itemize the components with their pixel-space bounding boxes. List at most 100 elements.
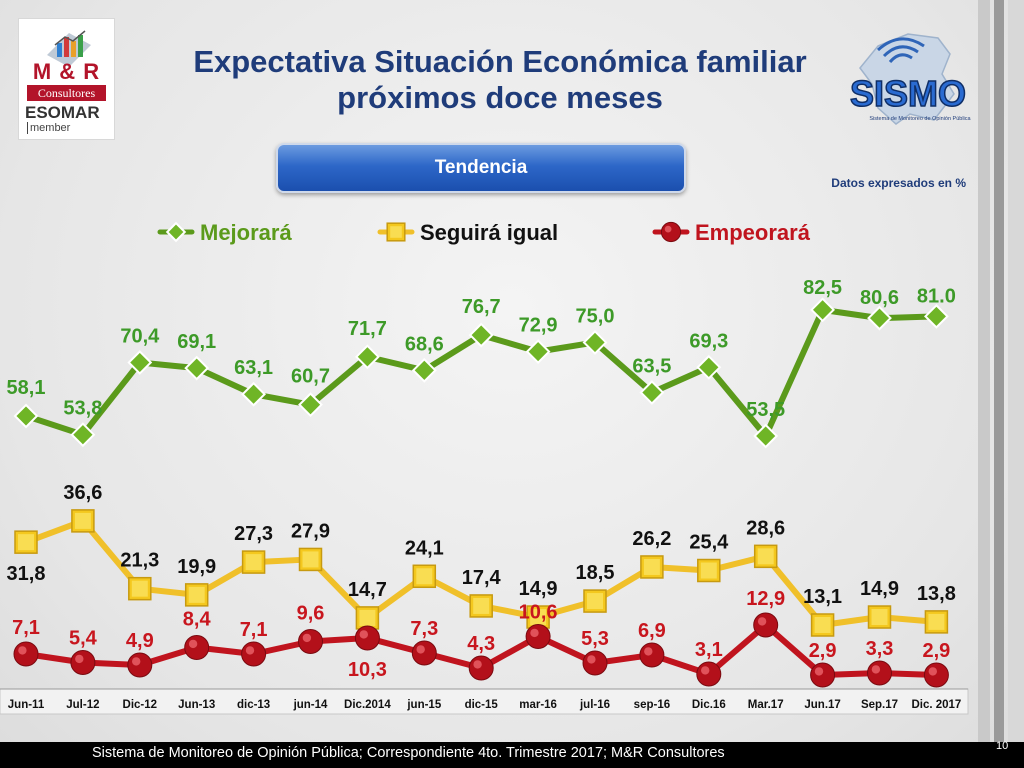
- data-label-empeorara: 7,1: [240, 619, 268, 641]
- legend-item-seguira-igual: Seguirá igual: [377, 220, 558, 245]
- data-label-mejorara: 58,1: [7, 377, 46, 399]
- point-highlight: [302, 551, 319, 568]
- data-label-seguira-igual: 14,9: [519, 578, 558, 600]
- data-label-mejorara: 60,7: [291, 366, 330, 388]
- point-highlight: [75, 654, 84, 664]
- data-label-seguira-igual: 28,6: [746, 517, 785, 539]
- point-highlight: [188, 639, 198, 649]
- point-highlight: [416, 645, 425, 654]
- data-label-empeorara: 6,9: [638, 620, 666, 642]
- point-empeorara: [298, 629, 323, 654]
- x-tick-label: mar-16: [519, 699, 557, 711]
- point-mejorara: [411, 357, 437, 383]
- sismo-tagline: Sistema de Monitoreo de Opinión Pública: [869, 116, 971, 122]
- point-highlight: [416, 568, 433, 585]
- point-highlight: [587, 593, 603, 610]
- data-label-seguira-igual: 31,8: [7, 563, 46, 585]
- point-mejorara: [923, 303, 949, 329]
- x-tick-label: Dic.16: [692, 699, 726, 711]
- data-label-mejorara: 53,5: [746, 399, 785, 421]
- point-mejorara: [13, 403, 39, 429]
- data-label-empeorara: 4,3: [467, 633, 495, 655]
- data-label-empeorara: 10,6: [519, 602, 558, 624]
- data-label-mejorara: 69,3: [689, 330, 728, 352]
- data-label-mejorara: 63,1: [234, 357, 273, 379]
- point-empeorara: [923, 662, 949, 688]
- point-highlight: [871, 609, 888, 626]
- point-highlight: [132, 657, 141, 666]
- data-label-empeorara: 2,9: [922, 640, 950, 662]
- x-tick-label: dic-13: [237, 699, 270, 711]
- point-mejorara: [867, 305, 892, 331]
- brand-subtitle: Consultores: [27, 85, 106, 101]
- point-highlight: [18, 646, 27, 655]
- data-label-mejorara: 68,6: [405, 333, 444, 355]
- data-label-mejorara: 70,4: [120, 325, 160, 347]
- data-label-empeorara: 7,1: [12, 617, 40, 639]
- point-highlight: [359, 630, 368, 639]
- esomar-text: ESOMAR: [25, 103, 100, 122]
- data-label-mejorara: 80,6: [860, 287, 899, 309]
- point-empeorara: [660, 221, 682, 243]
- data-label-seguira-igual: 14,7: [348, 579, 387, 601]
- point-mejorara: [810, 297, 836, 323]
- point-highlight: [530, 628, 539, 638]
- data-label-empeorara: 3,1: [695, 639, 723, 661]
- point-highlight: [302, 633, 312, 643]
- data-label-empeorara: 2,9: [809, 640, 837, 662]
- point-highlight: [700, 562, 717, 579]
- point-empeorara: [13, 641, 39, 667]
- point-empeorara: [184, 635, 210, 660]
- point-empeorara: [525, 624, 551, 649]
- data-label-mejorara: 63,5: [632, 356, 671, 378]
- data-label-seguira-igual: 19,9: [177, 556, 216, 578]
- data-label-seguira-igual: 24,1: [405, 537, 444, 559]
- point-mejorara: [753, 423, 779, 449]
- point-highlight: [473, 597, 490, 614]
- data-label-seguira-igual: 36,6: [63, 482, 102, 504]
- point-highlight: [587, 655, 596, 664]
- footer-text: Sistema de Monitoreo de Opinión Pública;…: [92, 745, 725, 761]
- point-highlight: [814, 617, 831, 633]
- data-label-seguira-igual: 18,5: [576, 562, 615, 584]
- data-label-mejorara: 71,7: [348, 318, 387, 340]
- x-tick-label: jun-14: [293, 699, 328, 711]
- units-note: Datos expresados en %: [831, 176, 966, 190]
- x-tick-label: Dic-12: [123, 699, 158, 711]
- x-tick-label: Mar.17: [748, 699, 784, 711]
- point-empeorara: [411, 640, 437, 666]
- tendencia-button[interactable]: Tendencia: [276, 143, 686, 193]
- x-tick-label: dic-15: [465, 699, 499, 711]
- point-highlight: [757, 617, 767, 626]
- point-highlight: [245, 646, 255, 655]
- decor-bar: [978, 0, 990, 768]
- data-label-mejorara: 69,1: [177, 331, 216, 353]
- point-empeorara: [241, 641, 267, 667]
- data-label-mejorara: 72,9: [519, 315, 558, 337]
- point-mejorara: [298, 392, 323, 418]
- data-label-empeorara: 5,4: [69, 628, 98, 650]
- point-empeorara: [582, 650, 608, 676]
- title-line-2: próximos doce meses: [337, 80, 663, 115]
- x-tick-label: Jun-13: [178, 699, 215, 711]
- point-mejorara: [127, 350, 153, 375]
- point-mejorara: [468, 322, 494, 348]
- sismo-text: SISMO: [850, 73, 966, 114]
- point-mejorara: [354, 344, 380, 370]
- point-highlight: [530, 609, 547, 626]
- point-empeorara: [468, 655, 494, 681]
- data-label-empeorara: 4,9: [126, 630, 154, 652]
- point-highlight: [188, 586, 205, 603]
- chart-legend: Mejorará Seguirá igual Empeorará: [157, 220, 811, 245]
- page-title: Expectativa Situación Económica familiar…: [120, 44, 880, 116]
- x-tick-label: jul-16: [579, 699, 610, 711]
- member-text: member: [27, 122, 70, 134]
- point-mejorara: [241, 381, 267, 407]
- point-mejorara: [525, 339, 551, 365]
- bar-graph-icon: [47, 30, 91, 67]
- point-mejorara: [696, 354, 722, 380]
- x-tick-label: Sep.17: [861, 699, 898, 711]
- x-axis: Jun-11 Jul-12 Dic-12 Jun-13 dic-13 jun-14 Dic.…: [0, 688, 969, 715]
- point-highlight: [245, 554, 262, 571]
